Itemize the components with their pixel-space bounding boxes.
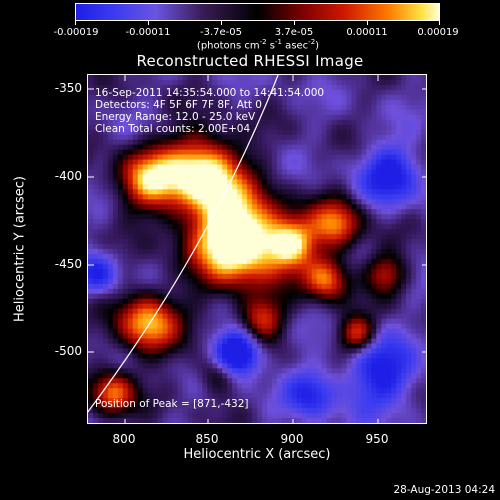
y-axis-label: Heliocentric Y (arcsec) — [12, 176, 28, 322]
colorbar-tick-mark — [148, 20, 149, 25]
x-tick-label: 800 — [112, 432, 136, 446]
y-tick-label: -350 — [54, 81, 82, 95]
x-tick-label: 850 — [195, 432, 219, 446]
plot-area — [87, 74, 427, 424]
x-tick-label: 950 — [365, 432, 389, 446]
colorbar — [75, 3, 440, 21]
plot-overlay — [88, 75, 426, 423]
plot-date-stamp: 28-Aug-2013 04:24 — [393, 484, 495, 496]
y-tick-label: -400 — [54, 169, 82, 183]
colorbar-tick-label: -3.7e-05 — [200, 27, 242, 38]
colorbar-tick-label: -0.00019 — [53, 27, 99, 38]
time-range-annotation: 16-Sep-2011 14:35:54.000 to 14:41:54.000 — [95, 87, 325, 99]
method-annotation: Clean Total counts: 2.00E+04 — [95, 123, 251, 135]
colorbar-tick-mark — [221, 20, 222, 25]
y-tick-label: -500 — [54, 344, 82, 358]
colorbar-tick-label: 0.00011 — [346, 27, 388, 38]
detectors-annotation: Detectors: 4F 5F 6F 7F 8F, Att 0 — [95, 99, 262, 111]
x-tick-label: 900 — [280, 432, 304, 446]
colorbar-tick-mark — [75, 20, 76, 25]
solar-limb-line — [88, 75, 279, 413]
colorbar-tick-mark — [294, 20, 295, 25]
colorbar-tick-mark — [439, 20, 440, 25]
energy-range-annotation: Energy Range: 12.0 - 25.0 keV — [95, 111, 256, 123]
x-axis-label: Heliocentric X (arcsec) — [183, 447, 331, 462]
rhessi-intensity-map — [88, 75, 426, 423]
peak-annotation: Position of Peak = [871,-432] — [95, 398, 249, 410]
colorbar-unit-label: (photons cm-2 s-1 asec-2) — [196, 38, 320, 52]
chart-title: Reconstructed RHESSI Image — [136, 52, 364, 70]
y-tick-label: -450 — [54, 257, 82, 271]
colorbar-tick-label: -0.00011 — [125, 27, 171, 38]
colorbar-tick-label: 3.7e-05 — [274, 27, 314, 38]
colorbar-tick-mark — [367, 20, 368, 25]
colorbar-tick-label: 0.00019 — [417, 27, 459, 38]
